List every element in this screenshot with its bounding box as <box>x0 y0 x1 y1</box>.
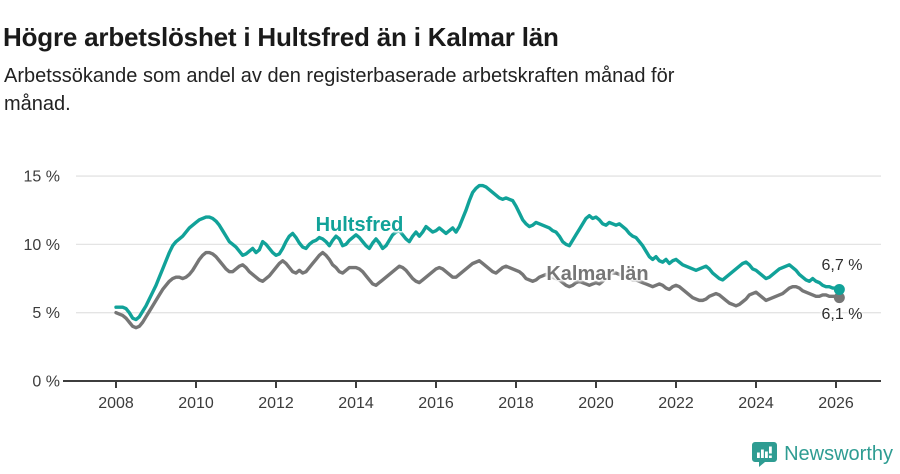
x-axis-label: 2016 <box>418 395 454 412</box>
y-axis-label: 5 % <box>32 305 60 322</box>
end-value-label-hultsfred: 6,7 % <box>821 257 863 274</box>
brand-name: Newsworthy <box>784 443 893 465</box>
y-axis-label: 10 % <box>24 237 60 254</box>
subtitle-line-1: Arbetssökande som andel av den registerb… <box>4 65 675 87</box>
x-axis-label: 2012 <box>258 395 294 412</box>
x-axis-label: 2008 <box>98 395 134 412</box>
x-axis-label: 2026 <box>818 395 854 412</box>
end-value-label-kalmar-lan: 6,1 % <box>821 306 863 323</box>
y-axis-label: 0 % <box>32 374 60 391</box>
series-label-kalmar-lan: Kalmar län <box>546 263 649 285</box>
x-axis-label: 2014 <box>338 395 374 412</box>
x-axis-label: 2010 <box>178 395 214 412</box>
series-end-dot-hultsfred <box>833 283 845 295</box>
y-axis-label: 15 % <box>24 169 60 186</box>
x-axis-label: 2024 <box>738 395 774 412</box>
series-line-hultsfred <box>114 183 842 322</box>
newsworthy-chart-bubble-icon <box>752 442 778 467</box>
series-end-dot-kalmar-lan <box>833 292 845 304</box>
chart-plot-area: 0 % 5 % 10 % 15 % 2008 2010 2012 2014 2016 2018 20… <box>0 145 900 445</box>
x-axis-label: 2018 <box>498 395 534 412</box>
subtitle-line-2: månad. <box>4 93 71 115</box>
newsworthy-logo: Newsworthy <box>751 441 893 468</box>
series-label-hultsfred: Hultsfred <box>315 214 404 236</box>
x-axis-label: 2020 <box>578 395 614 412</box>
x-axis-label: 2022 <box>658 395 694 412</box>
page-title: Högre arbetslöshet i Hultsfred än i Kalm… <box>3 22 559 53</box>
chart-canvas: 0 % 5 % 10 % 15 % 2008 2010 2012 2014 2016 2018 20… <box>24 169 881 412</box>
chart-subtitle: Arbetssökande som andel av den registerb… <box>4 62 674 118</box>
series-line-kalmar-lan <box>114 250 842 330</box>
